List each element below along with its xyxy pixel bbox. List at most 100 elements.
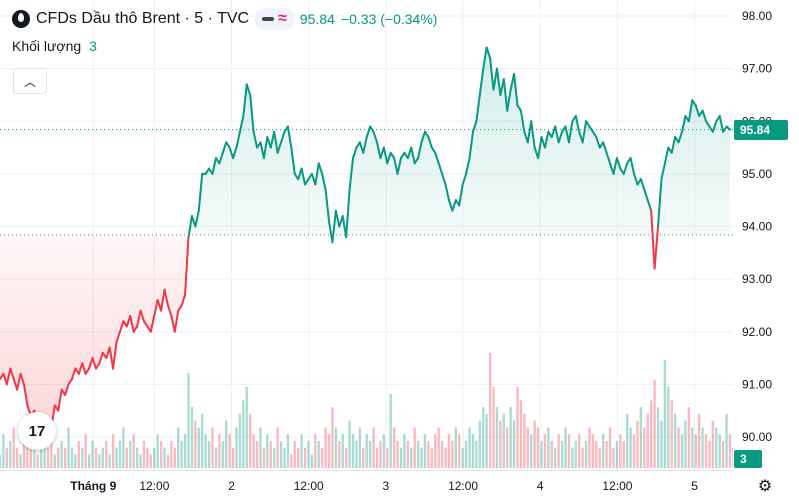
settings-gear-icon[interactable]: ⚙ [757, 478, 773, 495]
price-axis[interactable]: 98.0097.0096.0095.0094.0093.0092.0091.00… [742, 9, 772, 444]
volume-bar [320, 447, 324, 468]
price-segment [177, 304, 183, 312]
volume-bar [519, 400, 523, 468]
price-segment [139, 309, 145, 323]
price-segment [91, 357, 97, 370]
price-segment [194, 209, 200, 228]
volume-bar [259, 427, 262, 468]
price-segment [506, 88, 512, 112]
volume-bar [70, 447, 74, 468]
price-segment [225, 141, 231, 149]
volume-bar [437, 427, 440, 468]
price-segment [242, 83, 248, 117]
price-segment [516, 104, 522, 112]
volume-bar [310, 454, 314, 468]
price-segment [554, 125, 560, 144]
volume-bar [5, 447, 9, 468]
price-segment [629, 157, 636, 175]
volume-bar [574, 440, 577, 468]
price-segment [478, 67, 485, 96]
price-segment [639, 178, 646, 191]
price-segment [657, 178, 663, 228]
volume-bar [101, 447, 104, 468]
volume-bar [512, 420, 516, 468]
price-segment [687, 99, 694, 123]
price-segment [502, 78, 509, 112]
price-segment [245, 83, 252, 96]
price-segment [441, 172, 447, 186]
chart-legend: CFDs Dầu thô Brent · 5 · TVC ≈ 95.84 −0.… [12, 8, 437, 30]
price-segment [526, 120, 533, 144]
price-segment [461, 172, 468, 186]
price-segment [153, 299, 159, 317]
volume-bar [255, 440, 259, 468]
volume-bar [77, 440, 80, 468]
volume-bars [0, 353, 733, 468]
price-segment [252, 130, 259, 149]
price-segment [331, 209, 337, 244]
price-segment [300, 167, 307, 186]
price-segment [16, 372, 22, 391]
volume-bar [63, 447, 67, 468]
volume-bar [413, 427, 416, 468]
volume-bar [728, 434, 732, 468]
area-below-baseline [0, 234, 730, 427]
price-segment [660, 162, 666, 181]
volume-bar [307, 440, 310, 468]
volume-bar [584, 440, 588, 468]
volume-bar [694, 434, 697, 468]
price-segment [420, 130, 426, 144]
volume-bar [410, 447, 413, 468]
volume-bar [153, 447, 156, 468]
price-segment [98, 351, 104, 365]
volume-bar [608, 427, 612, 468]
price-segment [451, 199, 457, 212]
volume-bar [327, 434, 331, 468]
volume-bar [238, 413, 242, 468]
volume-bar [536, 427, 540, 468]
volume-bar [269, 440, 272, 468]
price-segment [711, 120, 718, 133]
volume-bar [622, 440, 625, 468]
price-segment [413, 157, 420, 165]
volume-bar [721, 440, 725, 468]
price-segment [567, 120, 574, 144]
volume-label[interactable]: Khối lượng [12, 38, 82, 54]
price-segment [588, 125, 594, 133]
volume-bar [29, 434, 33, 468]
volume-bar [57, 447, 60, 468]
wave-icon: ≈ [278, 10, 287, 27]
volume-bar [146, 447, 149, 468]
volume-bar [458, 434, 461, 468]
x-tick-label: Tháng 9 [70, 479, 116, 493]
symbol-title[interactable]: CFDs Dầu thô Brent · 5 · TVC [36, 10, 250, 27]
price-segment [362, 136, 368, 154]
volume-bar [166, 454, 170, 468]
collapse-legend-button[interactable]: ︿ [13, 68, 47, 94]
volume-bar [495, 407, 499, 468]
volume-bar [454, 427, 457, 468]
tradingview-logo[interactable]: 17 [18, 412, 56, 450]
volume-bar [9, 440, 12, 468]
volume-bar [598, 447, 601, 468]
price-segment [465, 157, 471, 175]
volume-bar [122, 427, 125, 468]
volume-bar [221, 440, 224, 468]
indicator-toggle[interactable]: ≈ [255, 8, 294, 30]
volume-bar [605, 440, 608, 468]
volume-bar [488, 353, 492, 468]
y-tick-label: 93.00 [742, 272, 772, 286]
volume-bar [560, 440, 564, 468]
volume-bar [554, 447, 557, 468]
volume-bar [235, 427, 238, 468]
volume-bar [595, 440, 598, 468]
price-segment [142, 320, 149, 328]
volume-bar [67, 427, 70, 468]
time-axis[interactable]: Tháng 9 12:00 2 12:00 3 12:00 4 12:00 5 [70, 479, 698, 493]
volume-bar [687, 407, 691, 468]
x-tick-label: 12:00 [294, 479, 324, 493]
price-segment [581, 120, 588, 144]
volume-bar [211, 427, 214, 468]
volume-bar [571, 447, 574, 468]
